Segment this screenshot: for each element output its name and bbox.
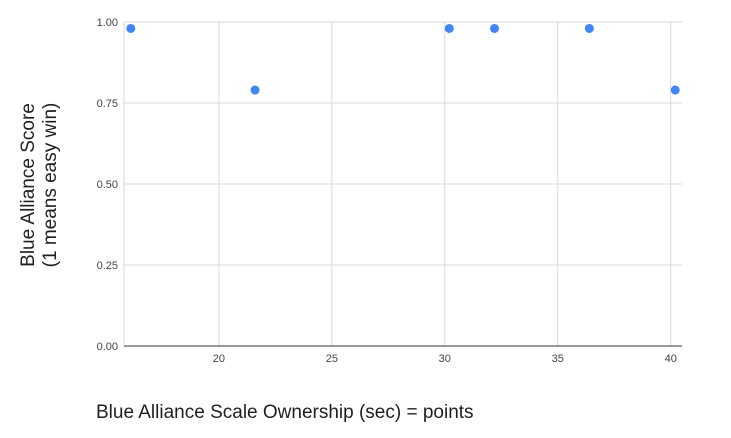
data-point[interactable] bbox=[444, 23, 454, 33]
data-point[interactable] bbox=[250, 85, 260, 95]
x-tick-label: 40 bbox=[665, 353, 677, 365]
data-point[interactable] bbox=[489, 23, 499, 33]
y-axis-title-line2: (1 means easy win) bbox=[40, 103, 61, 268]
x-tick-label: 35 bbox=[552, 353, 564, 365]
y-tick-label: 0.00 bbox=[97, 341, 118, 353]
x-tick-label: 30 bbox=[439, 353, 451, 365]
x-tick-label: 20 bbox=[213, 353, 225, 365]
grid-lines bbox=[123, 21, 682, 347]
data-point[interactable] bbox=[670, 85, 680, 95]
x-tick-labels: 20 25 30 35 40 bbox=[213, 353, 677, 365]
y-tick-label: 0.50 bbox=[97, 179, 118, 191]
data-points bbox=[126, 23, 680, 95]
x-axis-title: Blue Alliance Scale Ownership (sec) = po… bbox=[96, 402, 474, 423]
y-tick-label: 0.25 bbox=[97, 260, 118, 272]
data-point[interactable] bbox=[584, 23, 594, 33]
data-point[interactable] bbox=[126, 23, 136, 33]
y-tick-label: 1.00 bbox=[97, 17, 118, 29]
y-tick-label: 0.75 bbox=[97, 98, 118, 110]
y-tick-labels: 0.00 0.25 0.50 0.75 1.00 bbox=[97, 17, 118, 353]
x-tick-label: 25 bbox=[326, 353, 338, 365]
y-axis-title-line1: Blue Alliance Score bbox=[18, 103, 39, 267]
